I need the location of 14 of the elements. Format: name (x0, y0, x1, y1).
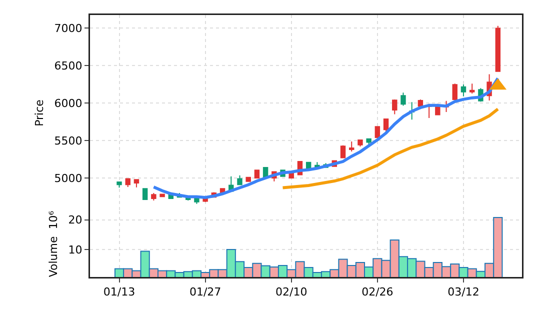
x-tick-label: 03/12 (448, 286, 480, 299)
x-tick-label: 01/27 (189, 286, 222, 299)
y-tick-label: 7000 (54, 22, 82, 35)
y-tick-label: 6500 (54, 59, 82, 72)
x-tick-label: 02/10 (276, 286, 308, 299)
x-tick-label: 02/26 (362, 286, 394, 299)
y-tick-label: 5000 (54, 172, 82, 185)
x-tick-label: 01/13 (103, 286, 136, 299)
y-axis-title: Volume 10⁶ (47, 210, 60, 278)
y-tick-label: 6000 (54, 96, 82, 110)
y-tick-label: 10 (68, 243, 82, 256)
y-tick-label: 5500 (54, 134, 82, 148)
y-tick-label: 20 (68, 214, 82, 227)
y-axis-title: Price (33, 99, 46, 126)
